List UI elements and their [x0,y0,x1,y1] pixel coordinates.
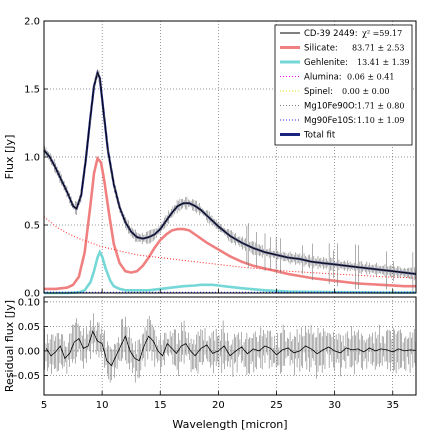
series-cd-39-2449 [43,71,417,275]
legend-value: 83.71 ± 2.53 [352,44,405,53]
legend-label: Total fit [303,131,336,141]
spectrum-y-ticks: 0.0 0.5 1.0 1.5 2.0 [24,17,394,300]
series-mg10fe90o [43,216,417,279]
residual-y-ticks: −0.05 0.00 0.05 0.10 [9,297,48,382]
y-tick-label: 0.00 [18,346,40,357]
legend-value: 13.41 ± 1.39 [357,58,410,67]
y-tick-label: −0.05 [9,371,40,382]
legend-value: χ² =59.17 [362,29,402,38]
legend-value: 0.06 ± 0.41 [347,73,394,82]
y-tick-label: 1.0 [24,153,40,164]
legend-label: Silicate: [304,44,338,54]
spectrum-data [43,69,417,293]
legend-value: 1.10 ± 1.09 [357,116,404,125]
residual-y-axis-label: Residual flux [Jy] [3,300,16,392]
x-tick-label: 25 [270,400,283,411]
x-tick-label: 30 [328,400,341,411]
y-tick-label: 2.0 [24,17,40,28]
x-tick-label: 10 [96,400,109,411]
legend-value: 0.00 ± 0.00 [342,87,389,96]
legend-value: 1.71 ± 0.80 [357,102,404,111]
x-tick-label: 20 [212,400,225,411]
spectrum-y-axis-label: Flux [Jy] [3,135,16,180]
legend: CD-39 2449: χ² =59.17 Silicate: 83.71 ± 2.5… [274,24,413,146]
x-axis-label: Wavelength [micron] [172,418,287,431]
y-tick-label: 1.5 [24,85,40,96]
legend-label: Mg10Fe90O: [304,102,357,112]
legend-label: Alumina: [304,73,342,83]
x-tick-label: 35 [386,400,399,411]
y-tick-label: 0.10 [18,297,40,308]
legend-label: Spinel: [304,87,333,97]
x-tick-label: 15 [154,400,167,411]
y-tick-label: 0.0 [24,289,40,300]
legend-label: Gehlenite: [304,58,348,68]
x-tick-label: 5 [41,400,47,411]
residual-data [44,313,417,383]
legend-label: CD-39 2449: [304,29,358,39]
legend-label: Mg90Fe10S: [304,116,356,126]
y-tick-label: 0.05 [18,322,40,333]
legend-box [274,24,413,146]
y-tick-label: 0.5 [24,221,40,232]
residual-panel: −0.05 0.00 0.05 0.10 5 10 15 20 25 30 35 Residual… [3,296,417,431]
series-residual [45,330,417,367]
residual-x-ticks: 5 10 15 20 25 30 35 [41,391,399,411]
series-silicate [44,155,416,291]
